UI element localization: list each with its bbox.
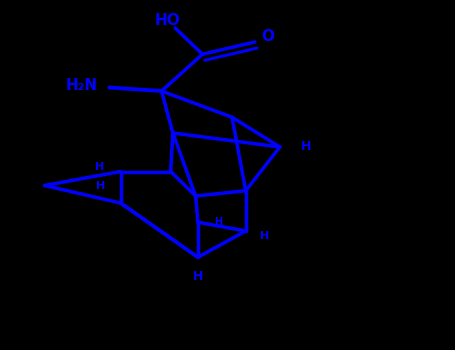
Text: H: H [260,231,269,241]
Text: H: H [96,162,105,172]
Text: H: H [96,181,106,191]
Text: H: H [193,270,203,283]
Text: H₂N: H₂N [66,78,98,92]
Text: O: O [262,29,275,44]
Text: H: H [214,217,222,227]
Text: H: H [301,140,312,153]
Text: HO: HO [155,13,181,28]
